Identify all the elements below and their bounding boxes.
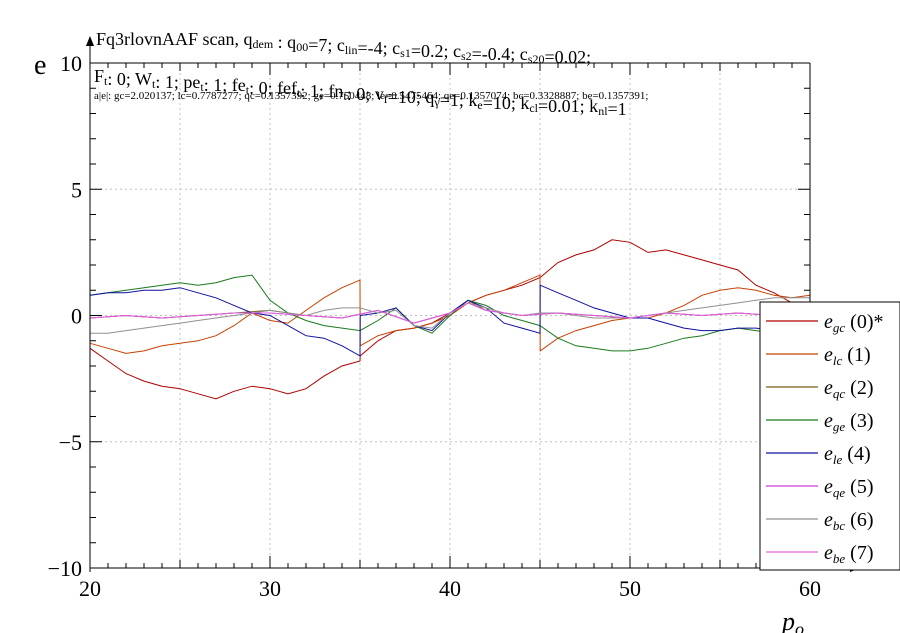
y-tick-label: 0 — [71, 304, 82, 329]
subscript: t — [343, 89, 347, 103]
text-run: =7; c — [308, 35, 345, 55]
legend-label-gc: egc (0)* — [824, 311, 884, 335]
series-line-gc — [89, 239, 811, 400]
x-tick-label: 50 — [619, 576, 641, 601]
text-run: =0.2; c — [411, 41, 461, 61]
norms-line: a|e|: gc=2.020137; lc=0.7787277; qc=0.13… — [94, 90, 648, 102]
legend-label-be: ebe (7) — [824, 542, 874, 566]
y-tick-label: −10 — [48, 556, 82, 581]
text-run: : q — [273, 32, 296, 52]
legend-label-sub: bc — [833, 518, 846, 533]
subscript: t — [297, 86, 301, 100]
legend-label-main: e — [824, 344, 833, 366]
legend-label-sub: qe — [833, 485, 846, 500]
text-run: =1 — [608, 99, 627, 119]
chart-title: Fq3rlovnAAF scan, qdem : q00=7; clin=-4;… — [96, 29, 591, 67]
legend-label-main: e — [824, 410, 833, 432]
legend-label-suffix: (3) — [845, 410, 873, 432]
subscript: s2 — [461, 49, 472, 63]
x-tick-label: 60 — [799, 576, 821, 601]
params-line: Ft: 0; Wt: 1; pet: 1; fet: 0; feft: 1; f… — [94, 66, 627, 119]
legend-label-suffix: (6) — [845, 509, 873, 531]
subscript: t — [152, 77, 156, 91]
x-axis-label-main: p — [780, 607, 795, 633]
series-line-be — [89, 302, 811, 324]
legend-label-main: e — [824, 311, 833, 333]
subscript: γ — [433, 95, 440, 109]
legend-label-qe: eqe (5) — [824, 476, 874, 500]
text-run: : 0; v — [347, 84, 384, 104]
y-tick-label: −5 — [59, 430, 82, 455]
subscript: f — [384, 92, 388, 106]
text-run: =10; q — [388, 87, 435, 107]
legend-label-bc: ebc (6) — [824, 509, 874, 533]
legend-label-suffix: (0)* — [845, 311, 883, 333]
x-tick-label: 20 — [79, 576, 101, 601]
subscript: cl — [529, 101, 538, 115]
legend-label-sub: ge — [833, 419, 846, 434]
subscript: s1 — [400, 46, 411, 60]
legend-label-main: e — [824, 542, 833, 564]
legend-label-sub: le — [833, 452, 843, 467]
series-line-ge — [89, 274, 811, 352]
x-tick-label: 30 — [259, 576, 281, 601]
legend-label-qc: eqc (2) — [824, 377, 874, 401]
x-axis-label: po — [780, 607, 804, 633]
text-run: : 1; fe — [204, 75, 246, 95]
legend-label-main: e — [824, 443, 833, 465]
subscript: e — [477, 98, 482, 112]
text-run: =1; k — [440, 90, 478, 110]
y-axis-arrow — [86, 36, 94, 46]
text-run: =10; k — [483, 93, 530, 113]
series-lines — [89, 239, 811, 400]
subscript: t — [200, 80, 204, 94]
y-axis-label: e — [34, 50, 46, 81]
legend-label-sub: qc — [833, 386, 846, 401]
legend-label-main: e — [824, 509, 833, 531]
legend-label-main: e — [824, 476, 833, 498]
x-axis-label-sub: o — [795, 619, 804, 633]
subscript: t — [104, 74, 108, 88]
legend-label-ge: ege (3) — [824, 410, 874, 434]
y-tick-label: 5 — [71, 177, 82, 202]
legend-label-suffix: (7) — [845, 542, 873, 564]
legend-box — [759, 301, 900, 571]
legend-label-sub: lc — [833, 353, 843, 368]
subscript: nl — [598, 104, 608, 118]
legend-label-suffix: (5) — [845, 476, 873, 498]
text-run: Fq3rlovnAAF scan, q — [96, 29, 253, 49]
subscript: s20 — [528, 52, 545, 66]
legend: egc (0)*elc (1)eqc (2)ege (3)ele (4)eqe … — [759, 301, 900, 571]
text-run: =0.02; — [544, 47, 591, 67]
x-tick-label: 40 — [439, 576, 461, 601]
legend-label-le: ele (4) — [824, 443, 871, 467]
text-run: : 0; W — [107, 69, 152, 89]
text-run: : 1; fn — [300, 81, 343, 101]
legend-label-main: e — [824, 377, 833, 399]
text-run: : 1; pe — [155, 72, 200, 92]
legend-label-suffix: (1) — [842, 344, 870, 366]
grid — [90, 63, 810, 568]
subscript: lin — [345, 43, 358, 57]
legend-label-sub: be — [833, 551, 846, 566]
legend-label-suffix: (2) — [845, 377, 873, 399]
legend-label-suffix: (4) — [842, 443, 870, 465]
subscript: dem — [253, 37, 274, 51]
subscript: 00 — [296, 40, 308, 54]
text-run: =-0.4; c — [472, 44, 528, 64]
legend-label-sub: gc — [833, 320, 846, 335]
y-tick-label: 10 — [60, 51, 82, 76]
text-run: =0.01; k — [538, 96, 598, 116]
text-run: F — [94, 66, 104, 86]
text-run: =-4; c — [358, 38, 401, 58]
text-run: : 0; fef — [249, 78, 297, 98]
legend-label-lc: elc (1) — [824, 344, 871, 368]
subscript: t — [246, 83, 250, 97]
